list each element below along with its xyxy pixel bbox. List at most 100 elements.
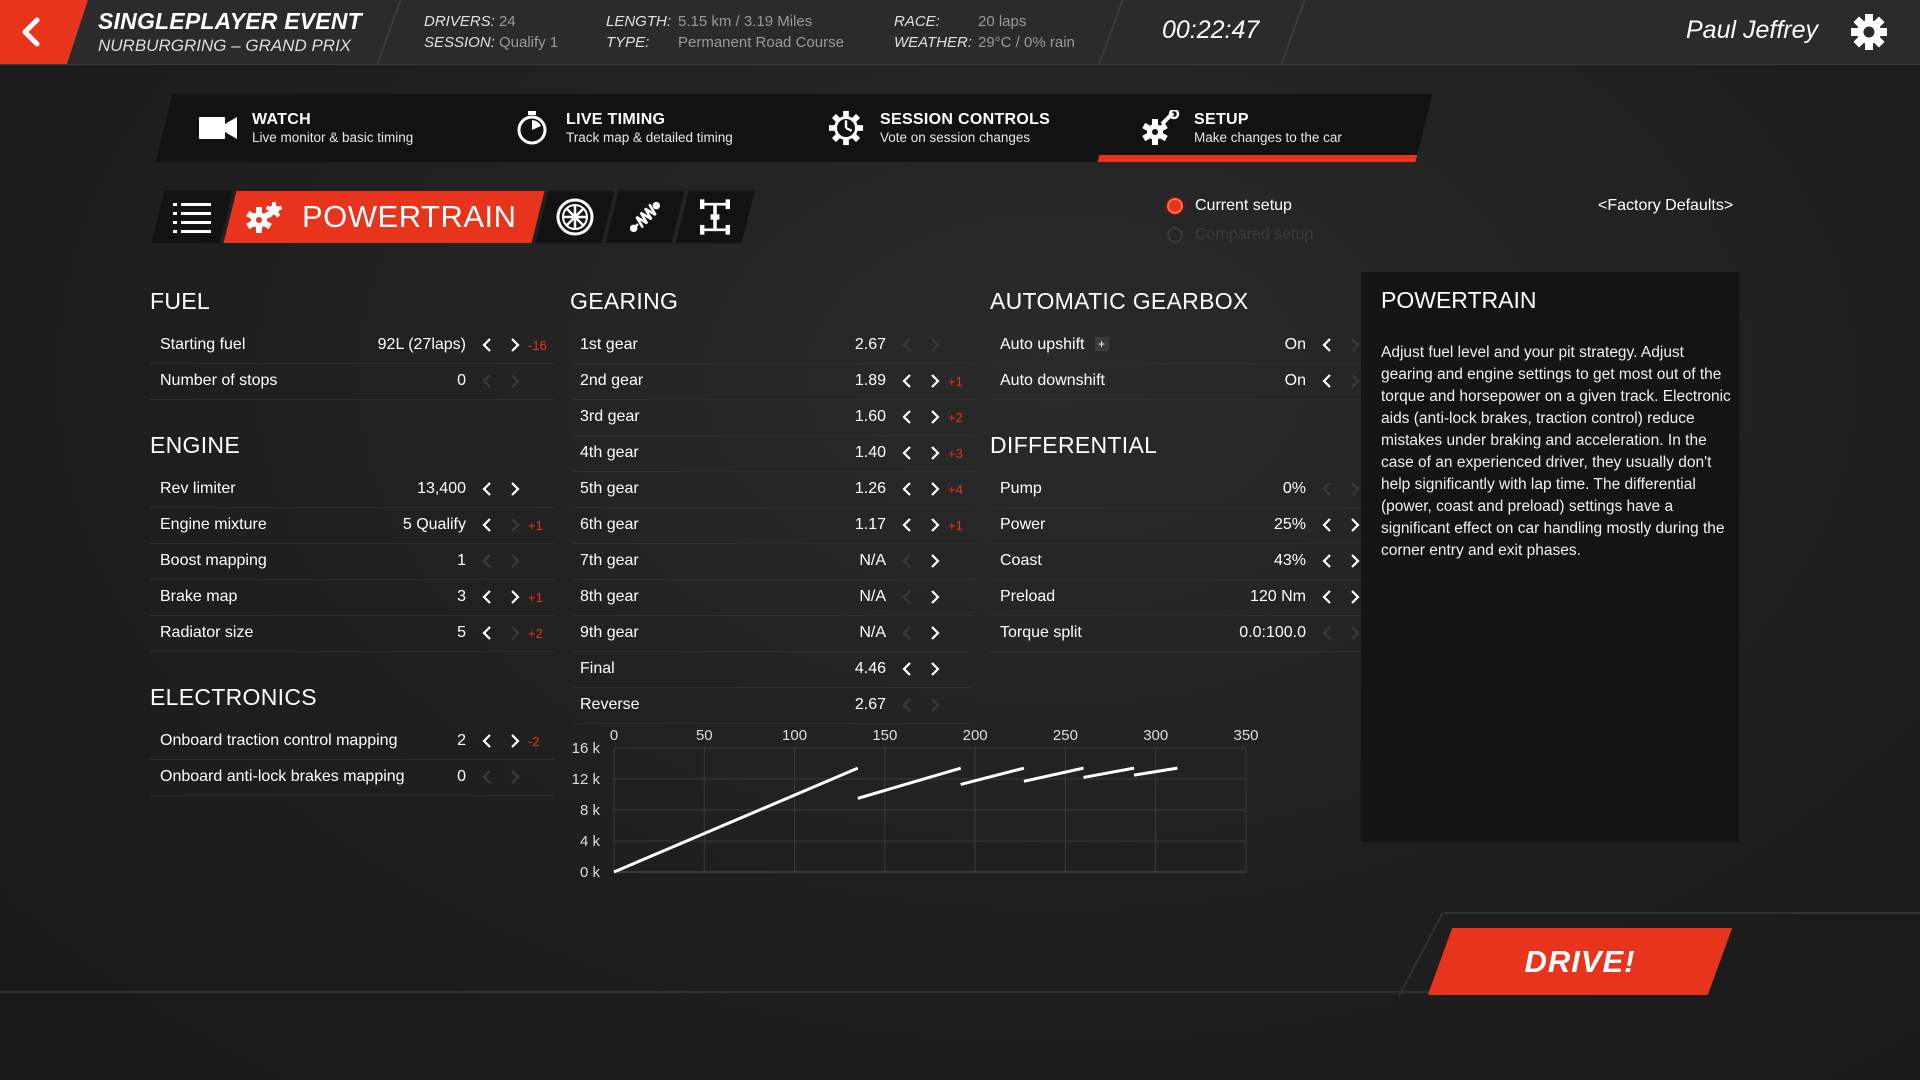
setting-name: Coast bbox=[1000, 552, 1042, 570]
decrease-arrow-icon[interactable] bbox=[478, 371, 496, 391]
tab-label: SETUP bbox=[1194, 111, 1249, 128]
settings-gear-icon[interactable] bbox=[1850, 13, 1888, 51]
increase-arrow-icon[interactable] bbox=[926, 443, 944, 463]
tab-overview[interactable] bbox=[151, 191, 233, 243]
decrease-arrow-icon[interactable] bbox=[478, 587, 496, 607]
x-tick-label: 50 bbox=[696, 727, 713, 744]
tab-tyres[interactable] bbox=[535, 191, 615, 243]
increase-arrow-icon[interactable] bbox=[506, 479, 524, 499]
tab-suspension[interactable] bbox=[605, 191, 685, 243]
divider bbox=[376, 0, 402, 64]
decrease-arrow-icon[interactable] bbox=[898, 335, 916, 355]
decrease-arrow-icon[interactable] bbox=[478, 623, 496, 643]
increase-arrow-icon[interactable] bbox=[1346, 479, 1364, 499]
decrease-arrow-icon[interactable] bbox=[898, 371, 916, 391]
decrease-arrow-icon[interactable] bbox=[1318, 371, 1336, 391]
decrease-arrow-icon[interactable] bbox=[898, 443, 916, 463]
setting-row-torque-split: Torque split 0.0:100.0 bbox=[990, 615, 1394, 652]
factory-defaults-selector[interactable]: <Factory Defaults> bbox=[1598, 197, 1734, 214]
increase-arrow-icon[interactable] bbox=[506, 371, 524, 391]
decrease-arrow-icon[interactable] bbox=[1318, 551, 1336, 571]
x-tick-label: 100 bbox=[782, 727, 807, 744]
decrease-arrow-icon[interactable] bbox=[478, 767, 496, 787]
decrease-arrow-icon[interactable] bbox=[478, 335, 496, 355]
decrease-arrow-icon[interactable] bbox=[1318, 335, 1336, 355]
decrease-arrow-icon[interactable] bbox=[1318, 515, 1336, 535]
x-tick-label: 150 bbox=[872, 727, 897, 744]
setting-row-onboard-traction-control-mapping: Onboard traction control mapping 2 -2 bbox=[150, 723, 554, 760]
decrease-arrow-icon[interactable] bbox=[478, 479, 496, 499]
event-info: SINGLEPLAYER EVENT NURBURGRING – GRAND P… bbox=[98, 8, 362, 56]
increase-arrow-icon[interactable] bbox=[506, 335, 524, 355]
tab-label: LIVE TIMING bbox=[566, 111, 666, 128]
drive-button[interactable]: DRIVE! bbox=[1427, 928, 1733, 995]
increase-arrow-icon[interactable] bbox=[506, 767, 524, 787]
x-tick-label: 200 bbox=[963, 727, 988, 744]
tab-live-timing[interactable]: LIVE TIMING Track map & detailed timing bbox=[469, 94, 805, 162]
setting-value: 1.17 bbox=[854, 516, 886, 533]
increase-arrow-icon[interactable] bbox=[926, 407, 944, 427]
setting-delta: +2 bbox=[528, 626, 543, 641]
setting-value: N/A bbox=[859, 624, 886, 641]
decrease-arrow-icon[interactable] bbox=[1318, 623, 1336, 643]
decrease-arrow-icon[interactable] bbox=[898, 551, 916, 571]
increase-arrow-icon[interactable] bbox=[506, 623, 524, 643]
decrease-arrow-icon[interactable] bbox=[478, 731, 496, 751]
compared-setup-label: Compared setup bbox=[1195, 226, 1314, 243]
current-setup-radio[interactable]: Current setup bbox=[1167, 197, 1292, 215]
increase-arrow-icon[interactable] bbox=[506, 587, 524, 607]
increase-arrow-icon[interactable] bbox=[926, 515, 944, 535]
increase-arrow-icon[interactable] bbox=[1346, 551, 1364, 571]
setting-name: Pump bbox=[1000, 480, 1042, 498]
increase-arrow-icon[interactable] bbox=[926, 335, 944, 355]
setting-row-onboard-anti-lock-brakes-mapping: Onboard anti-lock brakes mapping 0 bbox=[150, 759, 554, 796]
increase-arrow-icon[interactable] bbox=[506, 515, 524, 535]
length-type-info: LENGTH: 5.15 km / 3.19 Miles TYPE: Permane… bbox=[606, 11, 844, 53]
y-tick-label: 16 k bbox=[572, 740, 601, 757]
increase-arrow-icon[interactable] bbox=[1346, 515, 1364, 535]
setting-value: 2.67 bbox=[854, 336, 886, 353]
decrease-arrow-icon[interactable] bbox=[478, 515, 496, 535]
x-tick-label: 350 bbox=[1233, 727, 1258, 744]
tab-setup[interactable]: SETUP Make changes to the car bbox=[1097, 94, 1433, 162]
tab-chassis[interactable] bbox=[675, 191, 755, 243]
increase-arrow-icon[interactable] bbox=[1346, 587, 1364, 607]
decrease-arrow-icon[interactable] bbox=[898, 515, 916, 535]
active-tab-underline bbox=[1097, 155, 1418, 162]
decrease-arrow-icon[interactable] bbox=[1318, 587, 1336, 607]
increase-arrow-icon[interactable] bbox=[926, 479, 944, 499]
increase-arrow-icon[interactable] bbox=[926, 587, 944, 607]
decrease-arrow-icon[interactable] bbox=[898, 695, 916, 715]
tab-powertrain[interactable]: POWERTRAIN bbox=[223, 191, 545, 243]
increase-arrow-icon[interactable] bbox=[1346, 371, 1364, 391]
decrease-arrow-icon[interactable] bbox=[898, 587, 916, 607]
decrease-arrow-icon[interactable] bbox=[1318, 479, 1336, 499]
drive-label: DRIVE! bbox=[1524, 943, 1636, 979]
increase-arrow-icon[interactable] bbox=[926, 371, 944, 391]
decrease-arrow-icon[interactable] bbox=[898, 659, 916, 679]
decrease-arrow-icon[interactable] bbox=[898, 407, 916, 427]
increase-arrow-icon[interactable] bbox=[926, 695, 944, 715]
tab-watch[interactable]: WATCH Live monitor & basic timing bbox=[155, 94, 491, 162]
increase-arrow-icon[interactable] bbox=[506, 731, 524, 751]
weather-value: 29°C / 0% rain bbox=[978, 34, 1075, 51]
section-title-fuel: FUEL bbox=[150, 288, 210, 314]
panel-title: POWERTRAIN bbox=[1381, 287, 1537, 313]
increase-arrow-icon[interactable] bbox=[1346, 335, 1364, 355]
back-button[interactable] bbox=[0, 0, 88, 64]
decrease-arrow-icon[interactable] bbox=[478, 551, 496, 571]
tab-session-controls[interactable]: SESSION CONTROLS Vote on session changes bbox=[783, 94, 1119, 162]
increase-arrow-icon[interactable] bbox=[506, 551, 524, 571]
setting-row-2nd-gear: 2nd gear 1.89 +1 bbox=[570, 363, 974, 400]
increase-arrow-icon[interactable] bbox=[1346, 623, 1364, 643]
increase-arrow-icon[interactable] bbox=[926, 623, 944, 643]
compared-setup-radio[interactable]: Compared setup bbox=[1167, 226, 1313, 244]
increase-arrow-icon[interactable] bbox=[926, 659, 944, 679]
increase-arrow-icon[interactable] bbox=[926, 551, 944, 571]
expand-badge[interactable]: + bbox=[1094, 337, 1109, 351]
setting-delta: +1 bbox=[528, 590, 543, 605]
decrease-arrow-icon[interactable] bbox=[898, 623, 916, 643]
setting-delta: +2 bbox=[948, 410, 963, 425]
decrease-arrow-icon[interactable] bbox=[898, 479, 916, 499]
setting-row-5th-gear: 5th gear 1.26 +4 bbox=[570, 471, 974, 508]
